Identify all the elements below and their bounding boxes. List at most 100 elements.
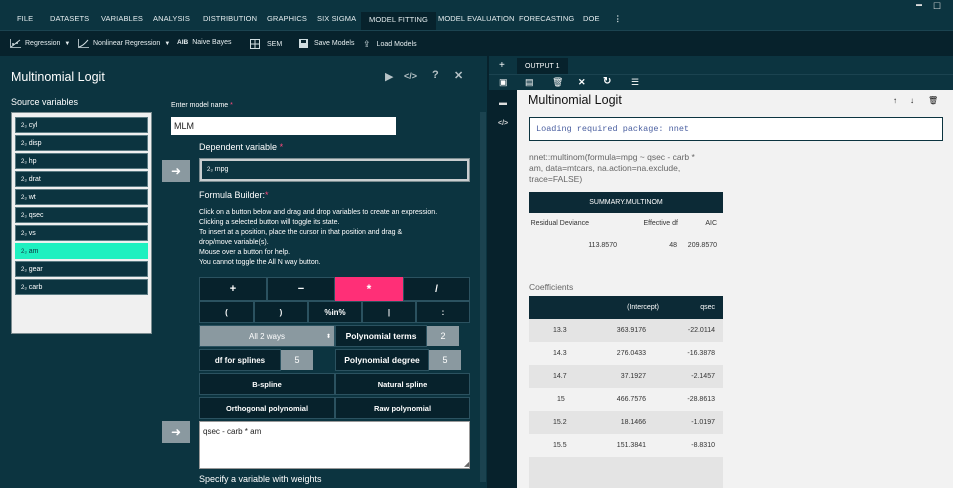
- close-icon[interactable]: ✕: [454, 70, 464, 82]
- polynomial-degree-button[interactable]: Polynomial degree: [335, 349, 429, 371]
- tab-output-1[interactable]: OUTPUT 1: [517, 58, 568, 74]
- menu-model-evaluation[interactable]: MODEL EVALUATION: [438, 14, 515, 23]
- list-item[interactable]: 2₃ wt: [15, 189, 148, 205]
- list-item[interactable]: 2₃ qsec: [15, 207, 148, 223]
- formula-textarea[interactable]: qsec - carb * am: [199, 421, 470, 469]
- table-row: [529, 457, 723, 488]
- list-item[interactable]: 2₃ vs: [15, 225, 148, 241]
- spinner-icon: ⬍: [325, 333, 331, 340]
- add-tab-icon[interactable]: +: [499, 60, 505, 71]
- close-icon[interactable]: ✕: [578, 77, 586, 87]
- natural-spline-button[interactable]: Natural spline: [335, 373, 470, 395]
- divide-button[interactable]: /: [403, 277, 470, 301]
- move-to-dependent-button[interactable]: ➜: [162, 160, 190, 182]
- menu-forecasting[interactable]: FORECASTING: [519, 14, 575, 23]
- list-item-selected[interactable]: 2₃ am: [15, 243, 148, 259]
- menu-six-sigma[interactable]: SIX SIGMA: [317, 14, 357, 23]
- polynomial-degree-input[interactable]: 5: [429, 350, 461, 370]
- menu-graphics[interactable]: GRAPHICS: [267, 14, 307, 23]
- sem-button[interactable]: SEM: [250, 39, 282, 49]
- model-name-input[interactable]: MLM: [171, 117, 396, 135]
- regression-button[interactable]: Regression ▼: [10, 39, 70, 48]
- table-row: 15.5 151.3841 -8.8310: [529, 434, 723, 457]
- numeric-icon: 2₃: [21, 231, 27, 237]
- df-splines-input[interactable]: 5: [281, 350, 313, 370]
- numeric-icon: 2₃: [21, 177, 27, 183]
- numeric-icon: 2₃: [21, 195, 27, 201]
- list-item[interactable]: 2₃ hp: [15, 153, 148, 169]
- menu-distribution[interactable]: DISTRIBUTION: [203, 14, 258, 23]
- raw-polynomial-button[interactable]: Raw polynomial: [335, 397, 470, 419]
- coefficients-table-header: (Intercept) qsec: [529, 296, 723, 319]
- menu-model-fitting[interactable]: MODEL FITTING: [361, 12, 436, 30]
- dialog-scrollbar[interactable]: [480, 112, 486, 482]
- list-item[interactable]: 2₃ carb: [15, 279, 148, 295]
- all-ways-select[interactable]: All 2 ways ⬍: [199, 325, 335, 347]
- dependent-variable-item[interactable]: 2₃ mpg: [202, 161, 467, 179]
- trash-icon[interactable]: 🗑: [928, 96, 939, 105]
- list-icon[interactable]: ☰: [631, 77, 640, 87]
- numeric-icon: 2₃: [21, 249, 27, 255]
- minus-button[interactable]: −: [267, 277, 335, 301]
- maximize-icon[interactable]: ☐: [933, 1, 942, 11]
- trash-icon[interactable]: 🗑: [552, 77, 564, 87]
- numeric-icon: 2₃: [21, 213, 27, 219]
- menu-file[interactable]: FILE: [17, 14, 34, 23]
- more-menu-icon[interactable]: ⋮: [614, 14, 622, 23]
- open-icon[interactable]: ▣: [499, 77, 508, 87]
- multiply-button[interactable]: *: [335, 277, 403, 301]
- numeric-icon: 2₃: [21, 267, 27, 273]
- list-item[interactable]: 2₃ drat: [15, 171, 148, 187]
- naive-bayes-button[interactable]: AIB Naive Bayes: [177, 39, 232, 46]
- save-models-button[interactable]: Save Models: [299, 39, 354, 48]
- minimize-icon[interactable]: ▬: [916, 2, 922, 8]
- menu-datasets[interactable]: DATASETS: [50, 14, 90, 23]
- load-models-button[interactable]: ⇪ Load Models: [363, 39, 417, 50]
- output-tabs: + OUTPUT 1: [489, 56, 953, 74]
- panel-icon[interactable]: ▬: [499, 98, 507, 107]
- table-row: 14.7 37.1927 -2.1457: [529, 365, 723, 388]
- dialog-title: Multinomial Logit: [11, 70, 105, 84]
- regression-label: Regression: [25, 40, 61, 47]
- arrow-down-icon[interactable]: ↓: [910, 96, 914, 105]
- move-to-formula-button[interactable]: ➜: [162, 421, 190, 443]
- list-item[interactable]: 2₃ disp: [15, 135, 148, 151]
- df-splines-button[interactable]: df for splines: [199, 349, 281, 371]
- left-paren-button[interactable]: (: [199, 301, 254, 323]
- code-icon[interactable]: </>: [404, 71, 418, 81]
- dependent-variable-box[interactable]: 2₃ mpg: [199, 158, 470, 182]
- naive-bayes-label: Naive Bayes: [192, 39, 232, 46]
- menu-doe[interactable]: DOE: [583, 14, 600, 23]
- arrow-up-icon[interactable]: ↑: [893, 96, 897, 105]
- right-paren-button[interactable]: ): [254, 301, 308, 323]
- save-icon: [299, 39, 308, 48]
- formula-builder-label: Formula Builder:*: [199, 190, 269, 200]
- model-name-label: Enter model name *: [171, 102, 233, 109]
- b-spline-button[interactable]: B-spline: [199, 373, 335, 395]
- load-models-label: Load Models: [376, 41, 417, 48]
- nonlinear-regression-button[interactable]: Nonlinear Regression ▼: [78, 39, 170, 48]
- polynomial-terms-input[interactable]: 2: [427, 326, 459, 346]
- pipe-button[interactable]: |: [362, 301, 416, 323]
- source-variables-list[interactable]: 2₃ cyl 2₃ disp 2₃ hp 2₃ drat 2₃ wt 2₃ qs…: [11, 112, 152, 334]
- top-menu-bar: FILE DATASETS VARIABLES ANALYSIS DISTRIB…: [0, 0, 953, 30]
- list-item[interactable]: 2₃ cyl: [15, 117, 148, 133]
- menu-analysis[interactable]: ANALYSIS: [153, 14, 190, 23]
- code-icon[interactable]: </>: [498, 120, 509, 127]
- plus-button[interactable]: +: [199, 277, 267, 301]
- output-content: Multinomial Logit ↑ ↓ 🗑 Loading required…: [517, 90, 953, 488]
- run-icon[interactable]: ▶: [385, 71, 394, 83]
- in-operator-button[interactable]: %in%: [308, 301, 362, 323]
- ribbon-toolbar: Regression ▼ Nonlinear Regression ▼ AIB …: [0, 30, 953, 54]
- menu-variables[interactable]: VARIABLES: [101, 14, 144, 23]
- help-icon[interactable]: ?: [432, 69, 439, 81]
- regression-icon: [10, 39, 21, 48]
- resize-handle-icon[interactable]: ◢: [464, 461, 470, 468]
- orthogonal-polynomial-button[interactable]: Orthogonal polynomial: [199, 397, 335, 419]
- polynomial-terms-button[interactable]: Polynomial terms: [335, 325, 427, 347]
- colon-button[interactable]: :: [416, 301, 470, 323]
- save-file-icon[interactable]: ▤: [525, 77, 534, 87]
- refresh-icon[interactable]: ↻: [603, 76, 612, 87]
- aib-icon: AIB: [177, 39, 189, 46]
- list-item[interactable]: 2₃ gear: [15, 261, 148, 277]
